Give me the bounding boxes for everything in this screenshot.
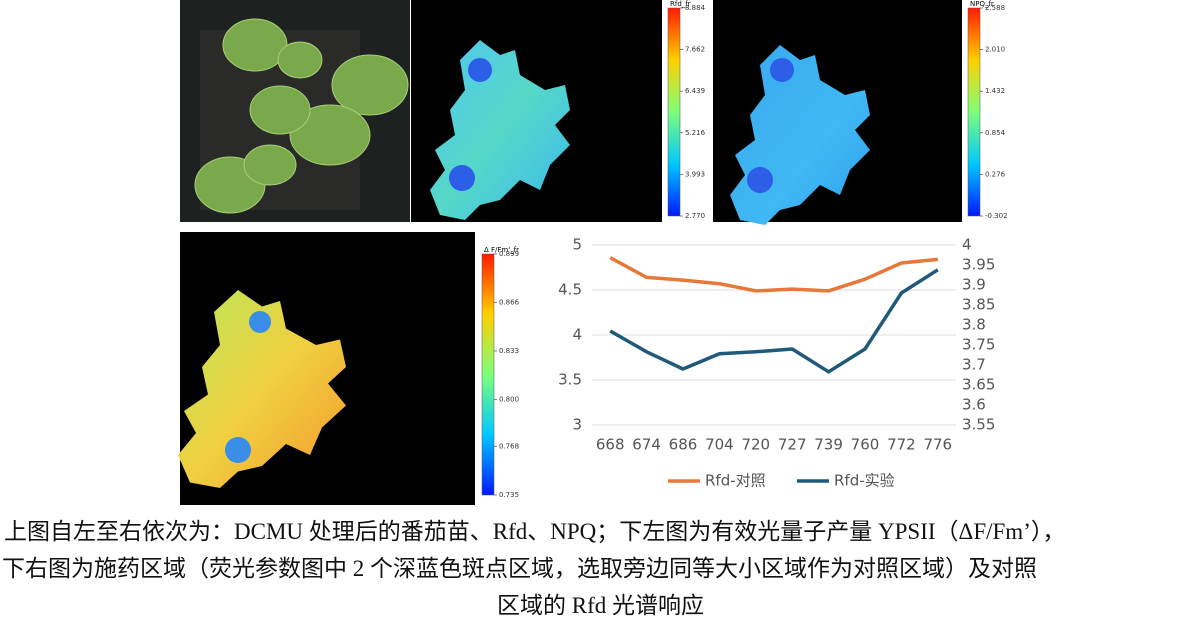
figure: Rfd_fr8.884 7.662 6.439 5.216 3.993 2.770 NPQ_… [178,0,1008,505]
y2-tick-label: 3.75 [962,336,995,354]
seedling [194,18,409,214]
x-tick-label: 739 [814,436,843,454]
colorbar-tick-label: 0.800 [499,395,519,403]
colorbar [481,253,495,496]
x-tick-label: 720 [741,436,770,454]
x-tick-label: 772 [887,436,916,454]
colorbar-tick-label: 5.216 [685,129,706,137]
colorbar-tick-label: 2.010 [985,46,1005,54]
y2-tick-label: 3.9 [962,276,986,294]
x-tick-label: 686 [669,436,698,454]
colorbar-tick-label: 8.884 [685,4,706,12]
caption-line: 下右图为施药区域（荧光参数图中 2 个深蓝色斑点区域，选取旁边同等大小区域作为对… [2,556,1037,581]
y-tick-label: 4 [572,326,582,344]
x-tick-label: 704 [705,436,734,454]
colorbar-tick-label: 0.768 [499,443,519,451]
y2-tick-label: 4 [962,236,972,254]
y2-tick-label: 3.65 [962,376,995,394]
colorbar [667,7,681,217]
colorbar-tick-label: 2.588 [985,4,1005,12]
y-tick-label: 3.5 [558,371,582,389]
spot [249,311,271,333]
x-tick-label: 668 [596,436,625,454]
legend-label: Rfd-实验 [834,472,895,490]
spot [770,58,794,82]
colorbar-tick-label: 7.662 [685,46,705,54]
colorbar-tick-label: 6.439 [685,87,705,95]
x-tick-label: 727 [778,436,807,454]
colorbar-tick-label: 0.866 [499,298,520,306]
spot [449,165,475,191]
colorbar-tick-label: 0.833 [499,347,519,355]
colorbar-tick-label: 3.993 [685,170,705,178]
y2-tick-label: 3.8 [962,316,986,334]
y2-tick-label: 3.95 [962,256,995,274]
colorbar-tick-label: -0.302 [985,212,1008,220]
y2-tick-label: 3.6 [962,396,986,414]
y-tick-label: 4.5 [558,281,582,299]
colorbar-tick-label: 2.770 [685,212,705,220]
y2-tick-label: 3.85 [962,296,995,314]
colorbar-title: NPQ_fr [970,0,994,8]
colorbar-tick-label: 0.899 [499,250,519,258]
colorbar-tick-label: 0.276 [985,170,1006,178]
colorbar-tick-label: 0.854 [985,129,1006,137]
x-tick-label: 776 [923,436,952,454]
x-tick-label: 760 [851,436,880,454]
series-line [609,256,938,293]
caption-line: 上图自左至右依次为：DCMU 处理后的番茄苗、Rfd、NPQ；下左图为有效光量子… [4,519,1066,544]
colorbar-title: Δ F/Fm'_fr [484,246,519,254]
colorbar-panel [962,0,1000,222]
spot [747,167,773,193]
spot [468,58,492,82]
series-line [609,268,939,374]
caption-line: 区域的 Rfd 光谱响应 [497,593,704,618]
legend-label: Rfd-对照 [705,472,766,490]
y2-tick-label: 3.7 [962,356,986,374]
spot [225,437,251,463]
y-tick-label: 3 [572,416,582,434]
colorbar-tick-label: 1.432 [985,87,1005,95]
y2-tick-label: 3.55 [962,416,995,434]
colorbar [967,7,981,217]
colorbar-tick-label: 0.735 [499,491,519,499]
y-tick-label: 5 [572,236,582,254]
x-tick-label: 674 [632,436,661,454]
colorbar-title: Rfd_fr [670,0,691,8]
